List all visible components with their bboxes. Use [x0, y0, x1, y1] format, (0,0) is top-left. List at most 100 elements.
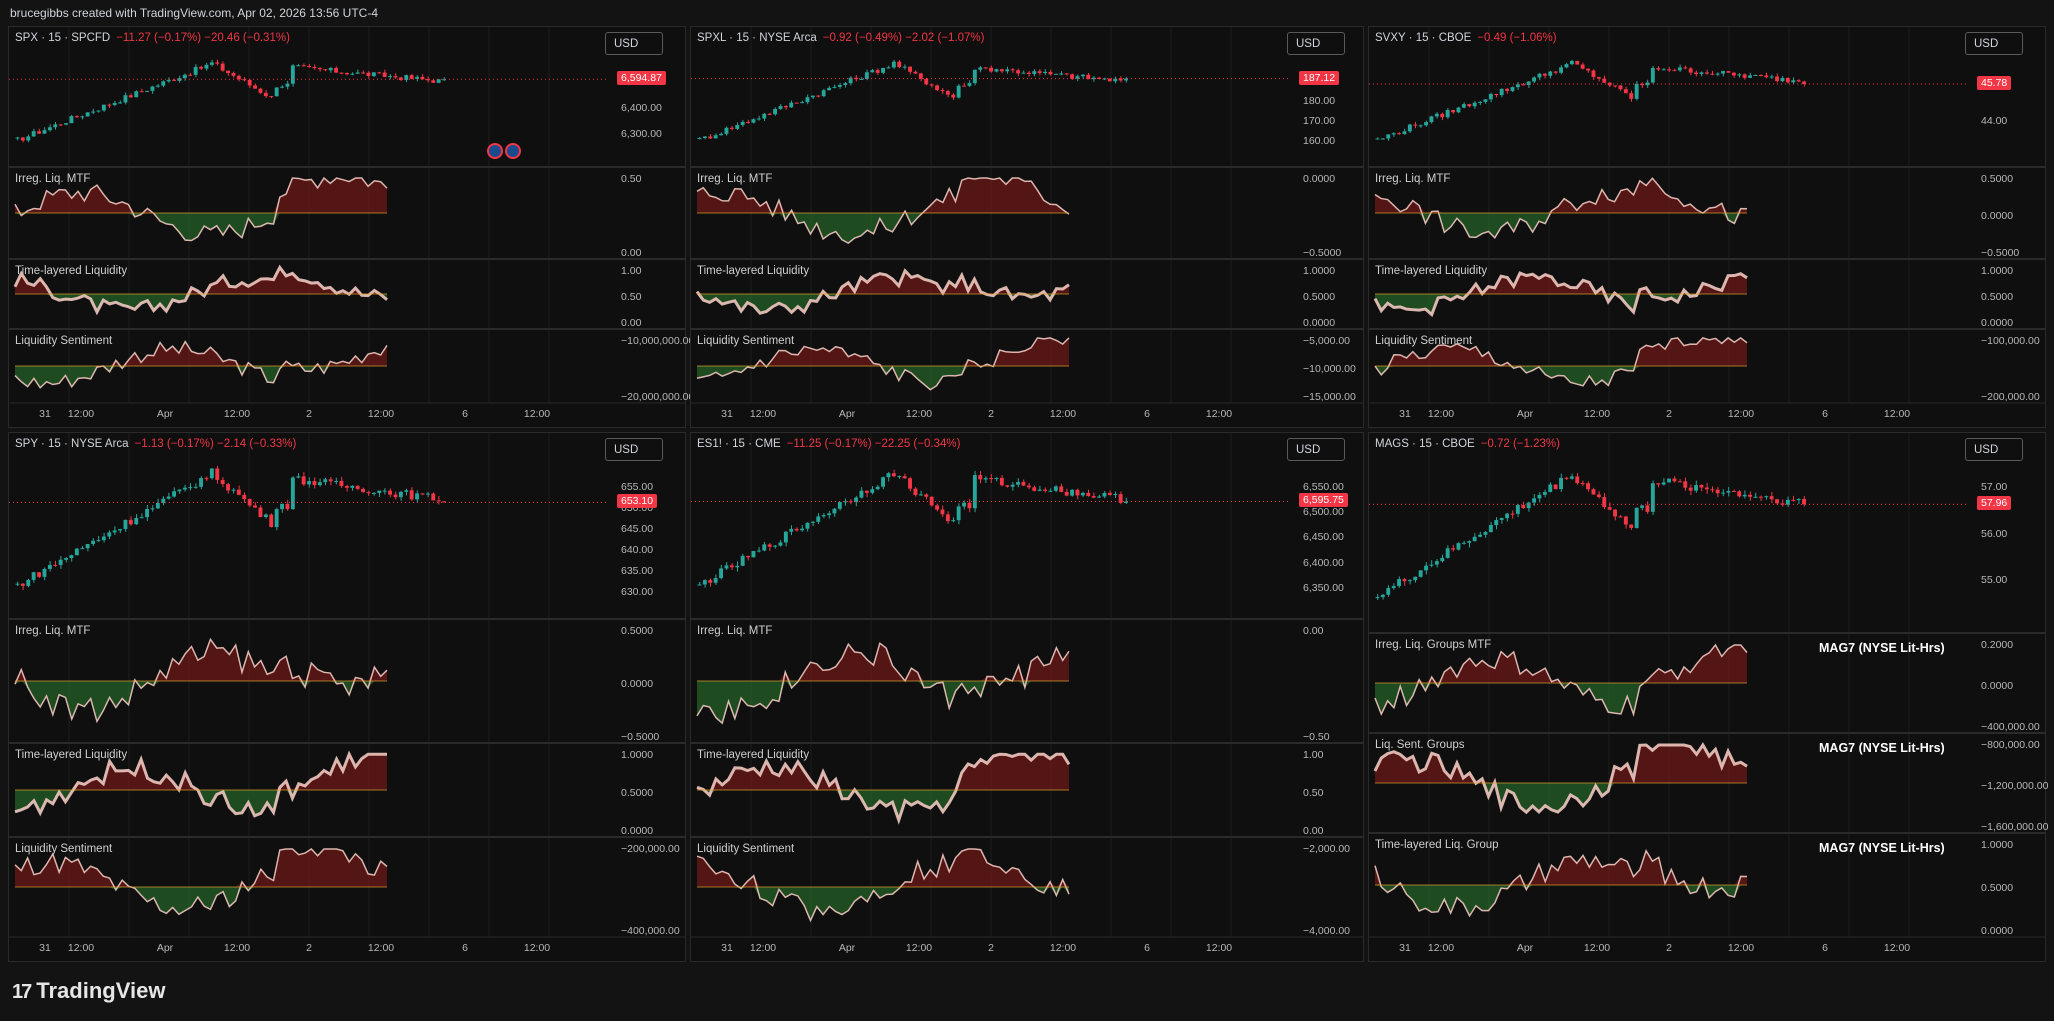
symbol-header[interactable]: MAGS · 15 · CBOE −0.72 (−1.23%) [1375, 438, 1560, 450]
symbol-header[interactable]: SPY · 15 · NYSE Arca −1.13 (−0.17%) −2.14… [15, 438, 296, 450]
indicator-negative-fill [15, 213, 387, 241]
symbol-header[interactable]: SPX · 15 · SPCFD −11.27 (−0.17%) −20.46 (… [15, 32, 290, 44]
candle-body [307, 66, 311, 68]
chart-pane-svxy[interactable]: Irreg. Liq. MTF 0.5000 0.0000 −0.5000 Time-l… [1368, 26, 2046, 428]
chart-pane-spx[interactable]: Irreg. Liq. MTF 0.50 0.00 Time-layered Liqu… [8, 26, 694, 428]
candle-body [767, 544, 772, 547]
candle-body [1118, 494, 1123, 503]
candle-body [301, 476, 306, 485]
indicator-line [14, 340, 388, 389]
candle-body [155, 502, 160, 509]
chart-pane-spxl[interactable]: Irreg. Liq. MTF 0.0000 −0.5000 Time-layered… [690, 26, 1364, 428]
us-flag-event-icon[interactable] [487, 143, 503, 159]
candle-body [301, 65, 306, 67]
candle-body [377, 490, 382, 493]
symbol-header[interactable]: ES1! · 15 · CME −11.25 (−0.17%) −22.25 (−… [697, 438, 960, 450]
candle-body [1596, 494, 1601, 498]
candle-body [924, 78, 929, 85]
indicator-line [696, 848, 1070, 923]
time-axis-tick: 12:00 [749, 408, 777, 420]
us-flag-event-icon[interactable] [505, 143, 521, 159]
candle-body [1672, 70, 1677, 72]
candle-body [436, 79, 441, 83]
candle-body [188, 74, 193, 76]
candle-body [1802, 499, 1806, 505]
candle-body [415, 493, 419, 500]
symbol-label[interactable]: ES1! · 15 · CME [697, 438, 781, 450]
candle-body [258, 507, 263, 518]
currency-button[interactable]: USD [1965, 32, 2023, 55]
chart-canvas[interactable] [691, 433, 1363, 961]
currency-button[interactable]: USD [1287, 32, 1345, 55]
candle-body [1542, 73, 1547, 76]
candle-body [1478, 101, 1482, 103]
candle-body [377, 72, 382, 74]
indicator-line [1374, 336, 1748, 387]
candle-body [1091, 496, 1096, 498]
indicator-axis-tick: −0.5000 [1981, 247, 2020, 259]
indicator-negative-fill [15, 681, 387, 722]
candle-body [713, 578, 718, 583]
candle-body [1032, 71, 1037, 74]
candle-body [708, 580, 713, 583]
symbol-label[interactable]: SPXL · 15 · NYSE Arca [697, 32, 817, 44]
candle-body [983, 67, 988, 69]
currency-button[interactable]: USD [605, 438, 663, 461]
indicator-axis-tick: 0.0000 [1981, 210, 2014, 222]
chart-pane-es1[interactable]: Irreg. Liq. MTF 0.00 −0.50 Time-layered Liq… [690, 432, 1364, 962]
indicator-axis-tick: −100,000.00 [1981, 335, 2040, 347]
chart-pane-mags[interactable]: Irreg. Liq. Groups MTF MAG7 (NYSE Lit-Hrs… [1368, 432, 2048, 962]
time-axis-tick: 12:00 [1049, 942, 1077, 954]
candle-body [1124, 501, 1128, 503]
candle-body [366, 72, 371, 76]
chart-canvas[interactable] [1369, 433, 2045, 961]
candle-body [1775, 499, 1779, 504]
currency-button[interactable]: USD [1965, 438, 2023, 461]
candle-body [746, 555, 750, 558]
chart-canvas[interactable] [1369, 27, 2045, 427]
candle-body [1580, 483, 1585, 485]
candle-body [1037, 489, 1042, 491]
symbol-label[interactable]: SVXY · 15 · CBOE [1375, 32, 1472, 44]
indicator-axis-tick: 0.5000 [1981, 291, 2014, 303]
candle-body [69, 555, 74, 559]
symbol-label[interactable]: SPX · 15 · SPCFD [15, 32, 111, 44]
chart-canvas[interactable] [9, 27, 685, 427]
candle-body [188, 487, 193, 489]
indicator-axis-tick: −0.5000 [1303, 247, 1342, 259]
time-axis-tick: 31 [39, 408, 51, 420]
indicator-line [695, 268, 1070, 315]
candle-body [328, 67, 333, 71]
candle-body [166, 496, 171, 499]
symbol-label[interactable]: SPY · 15 · NYSE Arca [15, 438, 129, 450]
indicator-negative-fill [1375, 683, 1747, 715]
time-axis-tick: 31 [721, 942, 733, 954]
currency-button[interactable]: USD [605, 32, 663, 55]
time-axis-tick: 12:00 [1205, 942, 1233, 954]
time-axis-tick: Apr [156, 942, 174, 954]
time-axis-tick: 12:00 [1727, 942, 1755, 954]
symbol-header[interactable]: SVXY · 15 · CBOE −0.49 (−1.06%) [1375, 32, 1557, 44]
candle-body [1721, 492, 1725, 494]
change-label: −0.49 (−1.06%) [1477, 32, 1557, 44]
candle-body [172, 491, 176, 497]
chart-canvas[interactable] [691, 27, 1363, 427]
symbol-label[interactable]: MAGS · 15 · CBOE [1375, 438, 1475, 450]
change-label: −1.13 (−0.17%) −2.14 (−0.33%) [134, 438, 297, 450]
chart-pane-spy[interactable]: Irreg. Liq. MTF 0.5000 0.0000 −0.5000 Time-l… [8, 432, 686, 962]
candle-body [425, 493, 430, 495]
candle-body [1505, 88, 1509, 91]
candle-body [956, 506, 961, 521]
candle-body [1802, 81, 1806, 84]
candle-body [1769, 496, 1774, 500]
symbol-header[interactable]: SPXL · 15 · NYSE Arca −0.92 (−0.49%) −2.0… [697, 32, 984, 44]
candle-body [1053, 486, 1058, 491]
candle-body [47, 127, 52, 131]
candle-body [442, 501, 446, 503]
candle-body [800, 102, 804, 104]
candle-body [972, 475, 977, 509]
price-axis-tick: 56.00 [1981, 527, 2008, 540]
indicator-axis-tick: 0.5000 [1303, 291, 1336, 303]
chart-canvas[interactable] [9, 433, 685, 961]
currency-button[interactable]: USD [1287, 438, 1345, 461]
